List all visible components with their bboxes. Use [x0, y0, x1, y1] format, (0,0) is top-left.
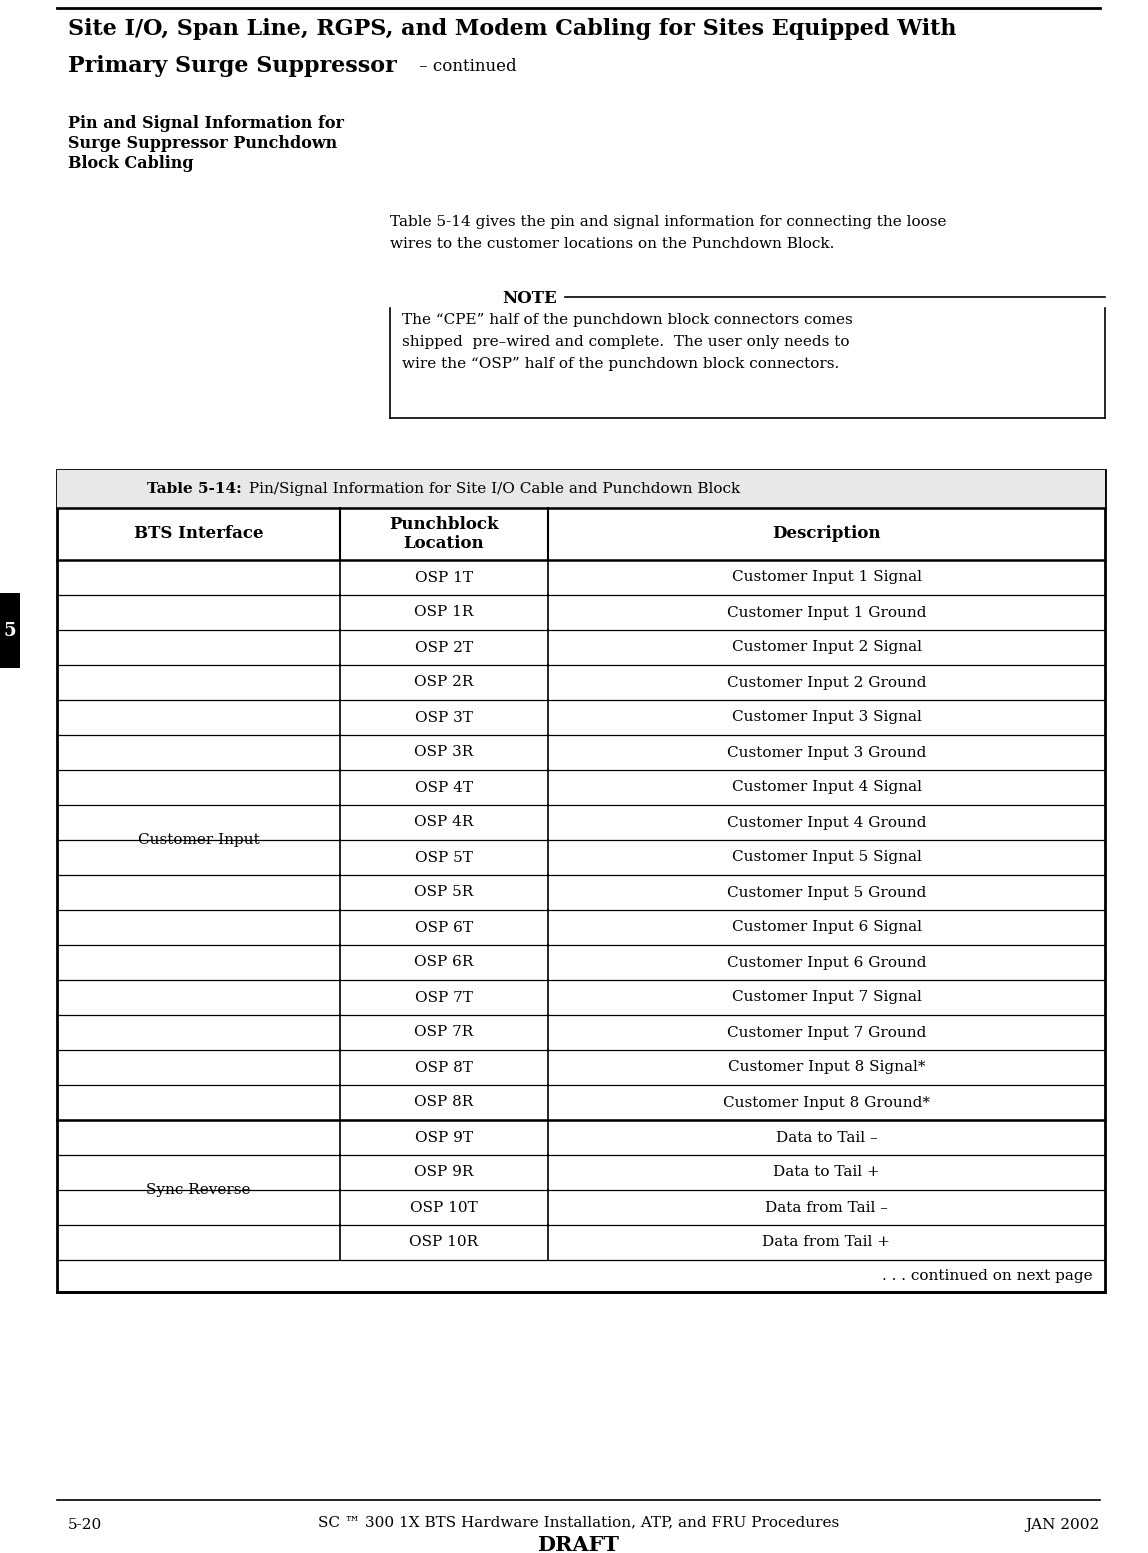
Text: DRAFT: DRAFT: [537, 1534, 620, 1553]
Text: Customer Input 8 Signal*: Customer Input 8 Signal*: [728, 1061, 925, 1075]
Text: OSP 4R: OSP 4R: [414, 815, 474, 829]
Text: OSP 5T: OSP 5T: [416, 851, 473, 865]
Text: Data from Tail +: Data from Tail +: [762, 1236, 891, 1250]
Text: shipped  pre–wired and complete.  The user only needs to: shipped pre–wired and complete. The user…: [402, 335, 850, 349]
Bar: [0, 593, 20, 668]
Text: NOTE: NOTE: [503, 290, 558, 307]
Text: OSP 5R: OSP 5R: [414, 885, 474, 899]
Text: Customer Input 7 Ground: Customer Input 7 Ground: [727, 1025, 926, 1039]
Text: OSP 1T: OSP 1T: [414, 570, 473, 584]
Text: Customer Input 1 Signal: Customer Input 1 Signal: [731, 570, 922, 584]
Text: Customer Input 6 Signal: Customer Input 6 Signal: [731, 921, 922, 935]
Text: Data to Tail –: Data to Tail –: [776, 1131, 877, 1145]
Text: Table 5-14 gives the pin and signal information for connecting the loose: Table 5-14 gives the pin and signal info…: [390, 214, 946, 228]
Text: Customer Input 5 Ground: Customer Input 5 Ground: [727, 885, 926, 899]
Text: OSP 10T: OSP 10T: [410, 1200, 478, 1214]
Text: 5-20: 5-20: [68, 1517, 102, 1531]
Text: OSP 7R: OSP 7R: [414, 1025, 474, 1039]
Text: Customer Input 3 Signal: Customer Input 3 Signal: [731, 711, 922, 725]
Text: – continued: – continued: [414, 57, 517, 75]
Text: OSP 8R: OSP 8R: [414, 1095, 474, 1109]
Text: OSP 6T: OSP 6T: [414, 921, 473, 935]
Text: Punchblock
Location: Punchblock Location: [389, 516, 499, 553]
Text: Customer Input 6 Ground: Customer Input 6 Ground: [727, 955, 926, 969]
Text: The “CPE” half of the punchdown block connectors comes: The “CPE” half of the punchdown block co…: [402, 314, 853, 328]
Text: OSP 9T: OSP 9T: [414, 1131, 473, 1145]
Text: Customer Input: Customer Input: [138, 832, 259, 846]
Text: OSP 7T: OSP 7T: [416, 991, 473, 1005]
Text: Customer Input 3 Ground: Customer Input 3 Ground: [727, 745, 926, 759]
Text: Customer Input 2 Signal: Customer Input 2 Signal: [731, 640, 922, 654]
Text: OSP 10R: OSP 10R: [410, 1236, 479, 1250]
Text: OSP 3T: OSP 3T: [416, 711, 473, 725]
Text: OSP 8T: OSP 8T: [416, 1061, 473, 1075]
Text: OSP 4T: OSP 4T: [414, 781, 473, 795]
Text: Data from Tail –: Data from Tail –: [765, 1200, 887, 1214]
Text: Customer Input 5 Signal: Customer Input 5 Signal: [731, 851, 922, 865]
Text: . . . continued on next page: . . . continued on next page: [883, 1269, 1093, 1283]
Text: Customer Input 7 Signal: Customer Input 7 Signal: [731, 991, 922, 1005]
Text: wire the “OSP” half of the punchdown block connectors.: wire the “OSP” half of the punchdown blo…: [402, 357, 839, 371]
Text: Data to Tail +: Data to Tail +: [773, 1165, 879, 1179]
Text: wires to the customer locations on the Punchdown Block.: wires to the customer locations on the P…: [390, 238, 835, 252]
Text: Customer Input 4 Signal: Customer Input 4 Signal: [731, 781, 922, 795]
Text: OSP 9R: OSP 9R: [414, 1165, 474, 1179]
Text: BTS Interface: BTS Interface: [134, 525, 263, 542]
Bar: [57, 471, 1106, 508]
Bar: [57, 471, 1106, 1292]
Text: Customer Input 1 Ground: Customer Input 1 Ground: [727, 606, 926, 620]
Text: Surge Suppressor Punchdown: Surge Suppressor Punchdown: [68, 135, 338, 152]
Text: Table 5-14:: Table 5-14:: [147, 481, 242, 495]
Text: OSP 2T: OSP 2T: [414, 640, 473, 654]
Text: Customer Input 8 Ground*: Customer Input 8 Ground*: [723, 1095, 930, 1109]
Text: 5: 5: [3, 621, 16, 640]
Text: Pin and Signal Information for: Pin and Signal Information for: [68, 115, 344, 132]
Text: OSP 6R: OSP 6R: [414, 955, 474, 969]
Text: OSP 1R: OSP 1R: [414, 606, 474, 620]
Text: Site I/O, Span Line, RGPS, and Modem Cabling for Sites Equipped With: Site I/O, Span Line, RGPS, and Modem Cab…: [68, 19, 956, 40]
Text: Block Cabling: Block Cabling: [68, 155, 194, 172]
Text: Description: Description: [773, 525, 881, 542]
Text: Customer Input 4 Ground: Customer Input 4 Ground: [727, 815, 926, 829]
Text: Primary Surge Suppressor: Primary Surge Suppressor: [68, 54, 397, 78]
Text: Customer Input 2 Ground: Customer Input 2 Ground: [727, 676, 926, 690]
Text: JAN 2002: JAN 2002: [1026, 1517, 1100, 1531]
Text: Pin/Signal Information for Site I/O Cable and Punchdown Block: Pin/Signal Information for Site I/O Cabl…: [245, 481, 740, 495]
Text: Sync Reverse: Sync Reverse: [146, 1183, 250, 1197]
Text: OSP 2R: OSP 2R: [414, 676, 474, 690]
Text: OSP 3R: OSP 3R: [414, 745, 474, 759]
Text: SC ™ 300 1X BTS Hardware Installation, ATP, and FRU Procedures: SC ™ 300 1X BTS Hardware Installation, A…: [318, 1516, 839, 1530]
